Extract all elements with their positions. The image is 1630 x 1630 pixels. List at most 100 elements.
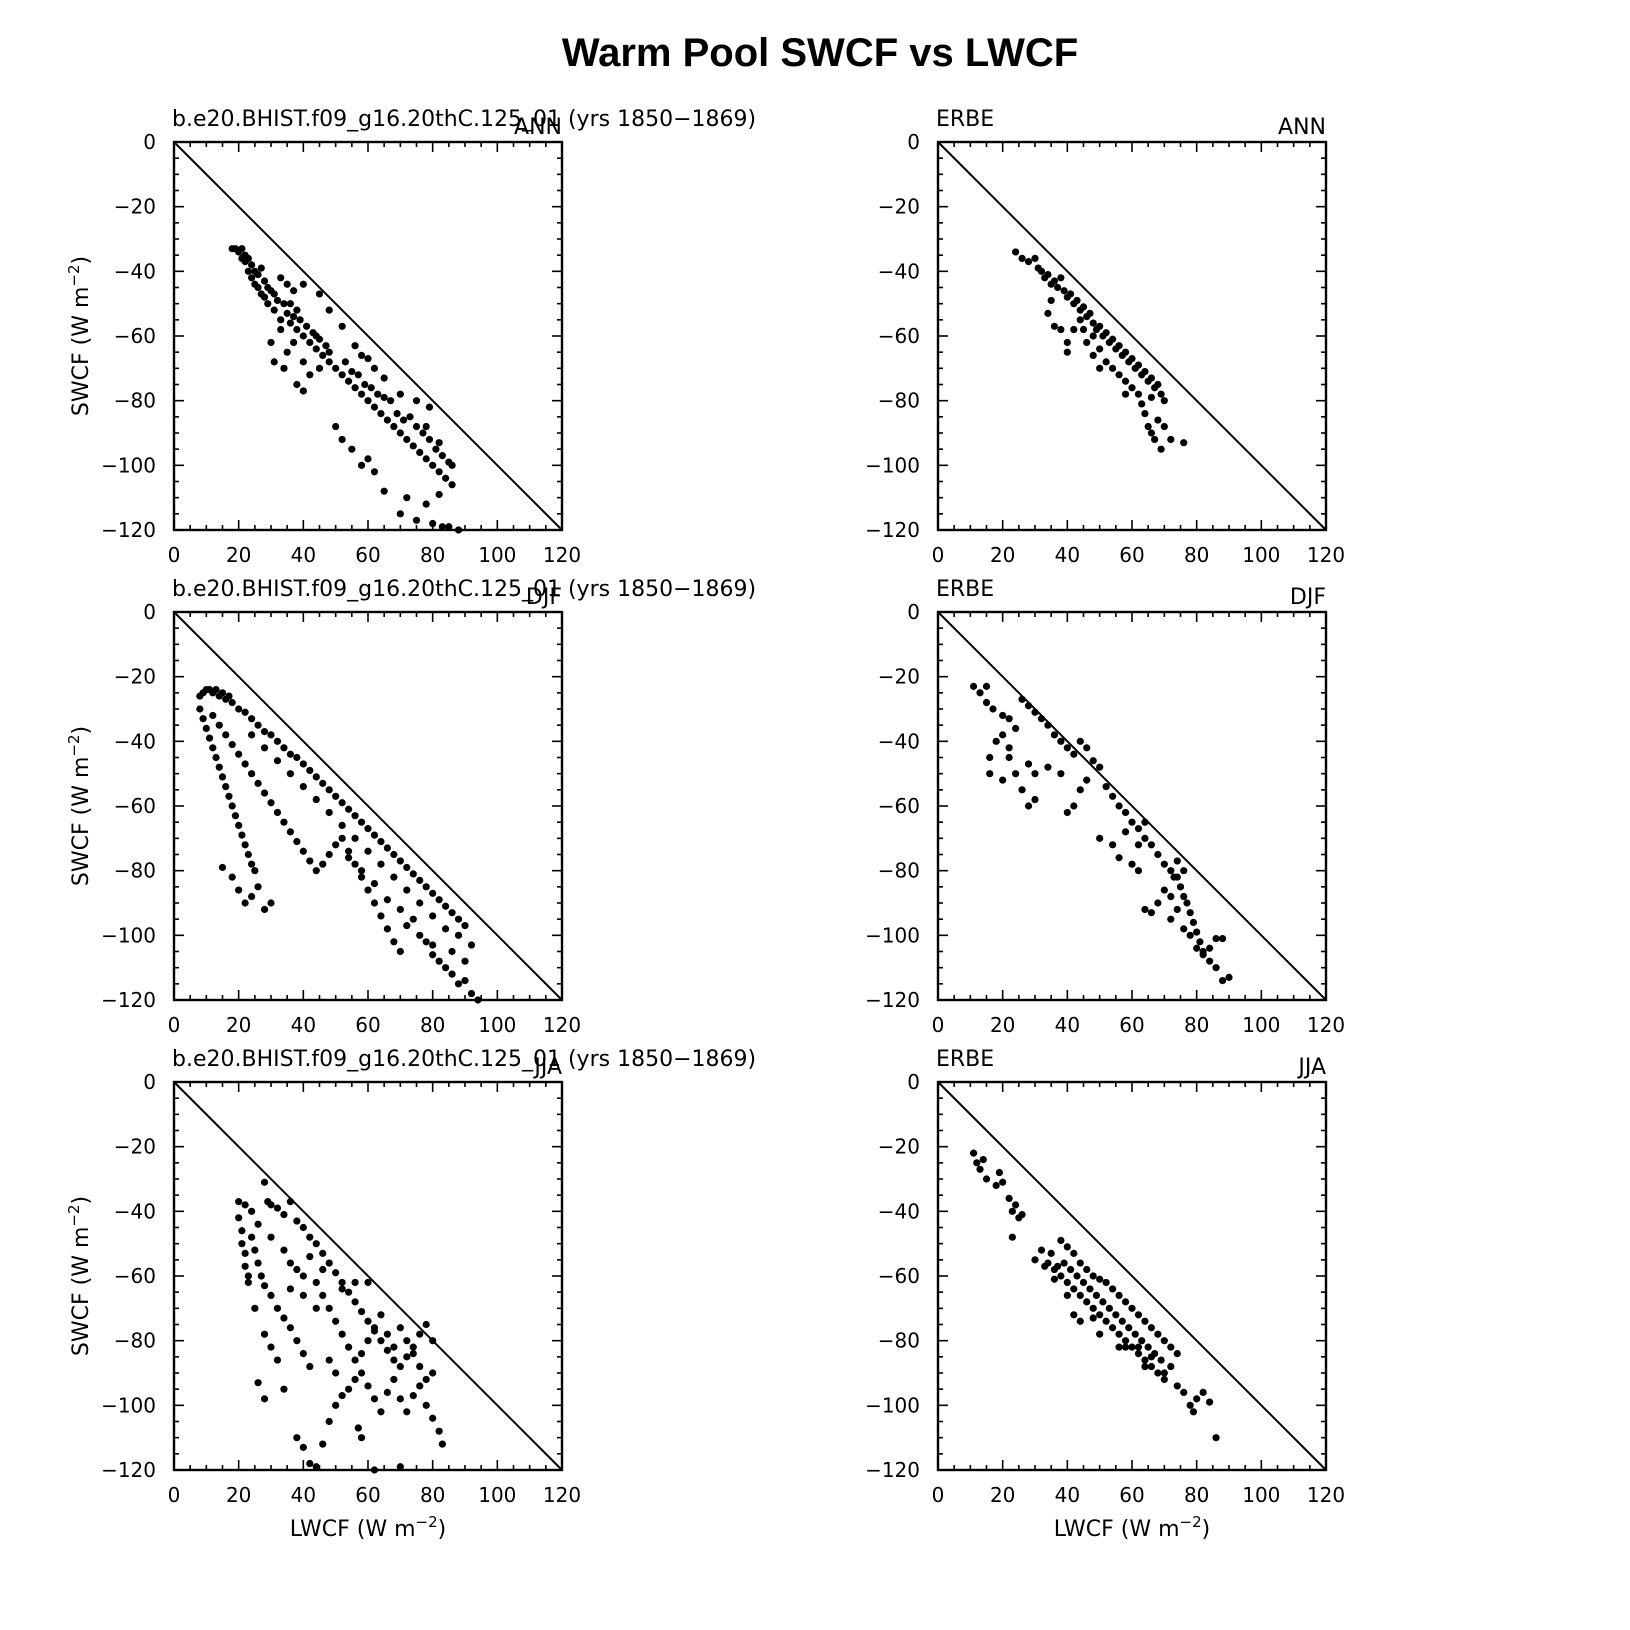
scatter-point xyxy=(370,1324,379,1332)
scatter-point xyxy=(999,711,1007,720)
scatter-point xyxy=(1096,1330,1104,1338)
scatter-point xyxy=(319,1265,327,1274)
scatter-point xyxy=(1180,1388,1188,1396)
scatter-point xyxy=(1147,429,1155,437)
scatter-point xyxy=(228,802,236,810)
scatter-point xyxy=(1147,1362,1155,1371)
scatter-point xyxy=(425,403,434,411)
x-tick-label: 60 xyxy=(1119,1483,1144,1507)
scatter-point xyxy=(257,1272,265,1280)
scatter-point xyxy=(1144,1343,1152,1351)
scatter-point xyxy=(1134,841,1143,849)
y-tick-label: −60 xyxy=(114,324,156,348)
scatter-point xyxy=(1089,319,1097,327)
scatter-point xyxy=(1102,783,1110,791)
scatter-point xyxy=(999,776,1007,784)
scatter-point xyxy=(989,705,997,713)
scatter-point xyxy=(341,358,349,366)
x-tick-label: 20 xyxy=(990,543,1015,567)
scatter-point xyxy=(1070,750,1078,758)
scatter-point xyxy=(1054,283,1062,292)
y-tick-label: −40 xyxy=(878,1199,920,1223)
scatter-point xyxy=(280,300,288,308)
scatter-point xyxy=(225,792,233,800)
scatter-point xyxy=(435,468,443,476)
y-tick-label: −80 xyxy=(114,1329,156,1353)
scatter-point xyxy=(215,763,223,771)
scatter-point xyxy=(435,1427,443,1435)
scatter-point xyxy=(293,1337,301,1345)
scatter-point xyxy=(429,519,437,528)
scatter-point xyxy=(306,857,314,865)
scatter-point xyxy=(1096,322,1104,330)
scatter-point xyxy=(1089,351,1097,359)
scatter-point xyxy=(290,338,298,347)
scatter-point xyxy=(1047,1249,1055,1257)
scatter-point xyxy=(1050,731,1058,739)
scatter-point xyxy=(1031,708,1039,716)
scatter-point xyxy=(1070,1311,1078,1319)
x-tick-label: 100 xyxy=(1242,1013,1280,1037)
scatter-point xyxy=(267,1291,275,1299)
x-tick-label: 0 xyxy=(932,1483,945,1507)
scatter-point xyxy=(332,1369,340,1377)
scatter-point xyxy=(312,1304,320,1312)
scatter-point xyxy=(238,245,246,253)
scatter-point xyxy=(270,358,278,366)
y-tick-label: −100 xyxy=(865,923,920,947)
scatter-point xyxy=(209,744,217,752)
scatter-point xyxy=(435,490,443,499)
y-tick-label: −20 xyxy=(114,665,156,689)
scatter-point xyxy=(1057,274,1065,282)
y-tick-label: −20 xyxy=(878,195,920,219)
scatter-point xyxy=(976,689,984,697)
scatter-point xyxy=(1079,303,1088,311)
scatter-point xyxy=(390,850,398,859)
scatter-point xyxy=(403,494,411,502)
scatter-point xyxy=(254,283,262,292)
scatter-point xyxy=(429,951,437,959)
scatter-point xyxy=(390,1343,398,1351)
y-tick-label: −20 xyxy=(114,195,156,219)
y-tick-label: −120 xyxy=(101,988,156,1012)
scatter-point xyxy=(248,1207,256,1215)
scatter-point xyxy=(1193,928,1201,936)
scatter-point xyxy=(244,850,252,859)
scatter-point xyxy=(1147,841,1155,849)
scatter-point xyxy=(422,883,430,891)
scatter-point xyxy=(438,523,446,531)
scatter-point xyxy=(1154,899,1162,907)
scatter-point xyxy=(448,461,456,469)
scatter-point xyxy=(248,770,256,778)
scatter-point xyxy=(248,860,256,868)
scatter-point xyxy=(351,812,359,820)
scatter-point xyxy=(1066,1265,1075,1274)
scatter-point xyxy=(432,445,440,453)
x-tick-label: 100 xyxy=(478,1013,516,1037)
y-tick-label: −100 xyxy=(101,923,156,947)
scatter-point xyxy=(1079,325,1088,334)
scatter-point xyxy=(338,322,346,330)
scatter-point xyxy=(241,1201,249,1209)
scatter-point xyxy=(218,689,227,697)
scatter-point xyxy=(396,1324,404,1332)
scatter-point xyxy=(273,808,282,817)
scatter-point xyxy=(238,254,246,262)
scatter-point xyxy=(1054,1262,1062,1270)
scatter-point xyxy=(448,970,456,978)
scatter-point xyxy=(1012,770,1020,778)
scatter-point xyxy=(1128,384,1136,392)
y-tick-label: 0 xyxy=(143,600,156,624)
y-tick-label: −100 xyxy=(101,1393,156,1417)
scatter-point xyxy=(1076,1317,1084,1325)
scatter-point xyxy=(312,345,320,353)
scatter-point xyxy=(338,1330,346,1338)
scatter-point xyxy=(1102,329,1110,337)
y-tick-label: −60 xyxy=(114,794,156,818)
scatter-point xyxy=(1102,1317,1110,1325)
scatter-point xyxy=(1128,1343,1136,1351)
scatter-point xyxy=(467,941,476,949)
scatter-point xyxy=(1134,390,1143,398)
scatter-point xyxy=(364,825,372,833)
